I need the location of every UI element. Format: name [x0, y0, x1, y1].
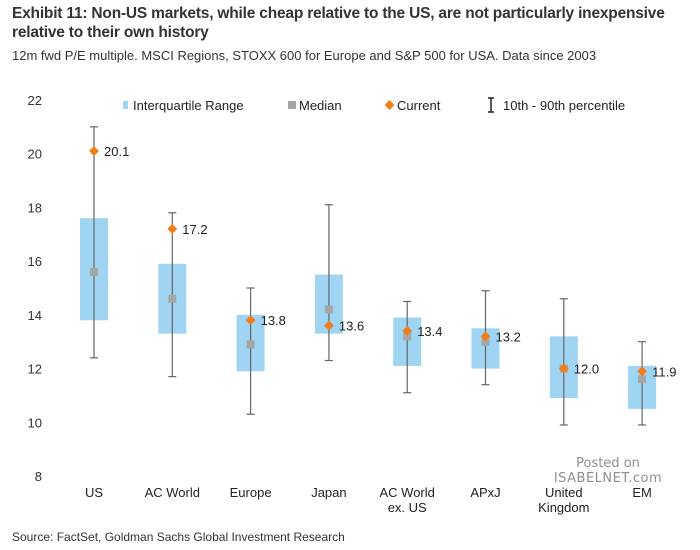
x-category-label: AC World [380, 485, 435, 500]
category-group: 13.2 APxJ [470, 290, 521, 500]
watermark: Posted on ISABELNET.com [528, 456, 688, 486]
legend-median-swatch [288, 101, 296, 109]
legend: Interquartile Range Median Current 10th - 9… [123, 97, 625, 113]
legend-range-label: 10th - 90th percentile [503, 98, 625, 113]
x-category-label: ex. US [388, 500, 427, 515]
x-category-label: Japan [311, 485, 346, 500]
x-category-label: Europe [230, 485, 272, 500]
x-category-label: EM [632, 485, 652, 500]
y-tick-label: 16 [28, 254, 42, 269]
current-value-label: 13.4 [417, 324, 442, 339]
source-note: Source: FactSet, Goldman Sachs Global In… [12, 530, 345, 544]
median-marker [90, 267, 98, 276]
legend-current-swatch [384, 100, 395, 110]
median-marker [168, 294, 177, 303]
legend-range-icon [488, 97, 494, 113]
legend-iqr-label: Interquartile Range [133, 98, 244, 113]
category-group: 20.1 US [80, 126, 129, 500]
current-value-label: 13.6 [339, 319, 364, 334]
current-value-label: 11.9 [652, 364, 676, 379]
current-marker [89, 146, 99, 156]
category-group: 13.6 Japan [311, 204, 364, 500]
x-category-label: United [545, 485, 583, 500]
watermark-posted-on: Posted on [576, 456, 640, 471]
y-tick-label: 18 [28, 200, 42, 215]
legend-median-label: Median [299, 98, 342, 113]
y-tick-label: 22 [28, 93, 42, 108]
current-marker [245, 315, 256, 326]
chart-title: Exhibit 11: Non-US markets, while cheap … [12, 5, 665, 41]
current-marker [480, 331, 491, 342]
current-marker [558, 363, 569, 374]
current-marker [167, 223, 178, 234]
x-category-label: AC World [145, 485, 200, 500]
y-tick-label: 20 [28, 147, 42, 162]
y-tick-label: 12 [28, 362, 42, 377]
median-marker [403, 332, 412, 341]
y-tick-label: 8 [35, 469, 42, 484]
x-category-label: APxJ [470, 485, 500, 500]
chart-subtitle: 12m fwd P/E multiple. MSCI Regions, STOX… [12, 48, 597, 63]
current-value-label: 20.1 [104, 144, 129, 159]
median-marker [246, 340, 255, 349]
current-value-label: 12.0 [574, 362, 599, 377]
x-category-label: Kingdom [538, 500, 589, 515]
current-value-label: 13.2 [496, 329, 521, 344]
y-tick-label: 10 [28, 415, 42, 430]
legend-current-label: Current [397, 98, 441, 113]
current-marker [323, 320, 334, 331]
category-group: 13.8 Europe [230, 287, 286, 500]
median-marker [481, 337, 490, 346]
median-marker [638, 375, 647, 384]
current-marker [637, 366, 648, 377]
legend-iqr-swatch [123, 101, 128, 109]
x-category-label: US [85, 485, 103, 500]
current-marker [402, 326, 413, 336]
current-value-label: 13.8 [261, 313, 286, 328]
y-tick-label: 14 [28, 308, 42, 323]
category-group: 11.9 EM [628, 341, 676, 500]
category-group: 17.2 AC World [145, 212, 208, 500]
current-value-label: 17.2 [182, 222, 207, 237]
median-marker [324, 305, 333, 314]
watermark-site: ISABELNET.com [553, 471, 663, 486]
